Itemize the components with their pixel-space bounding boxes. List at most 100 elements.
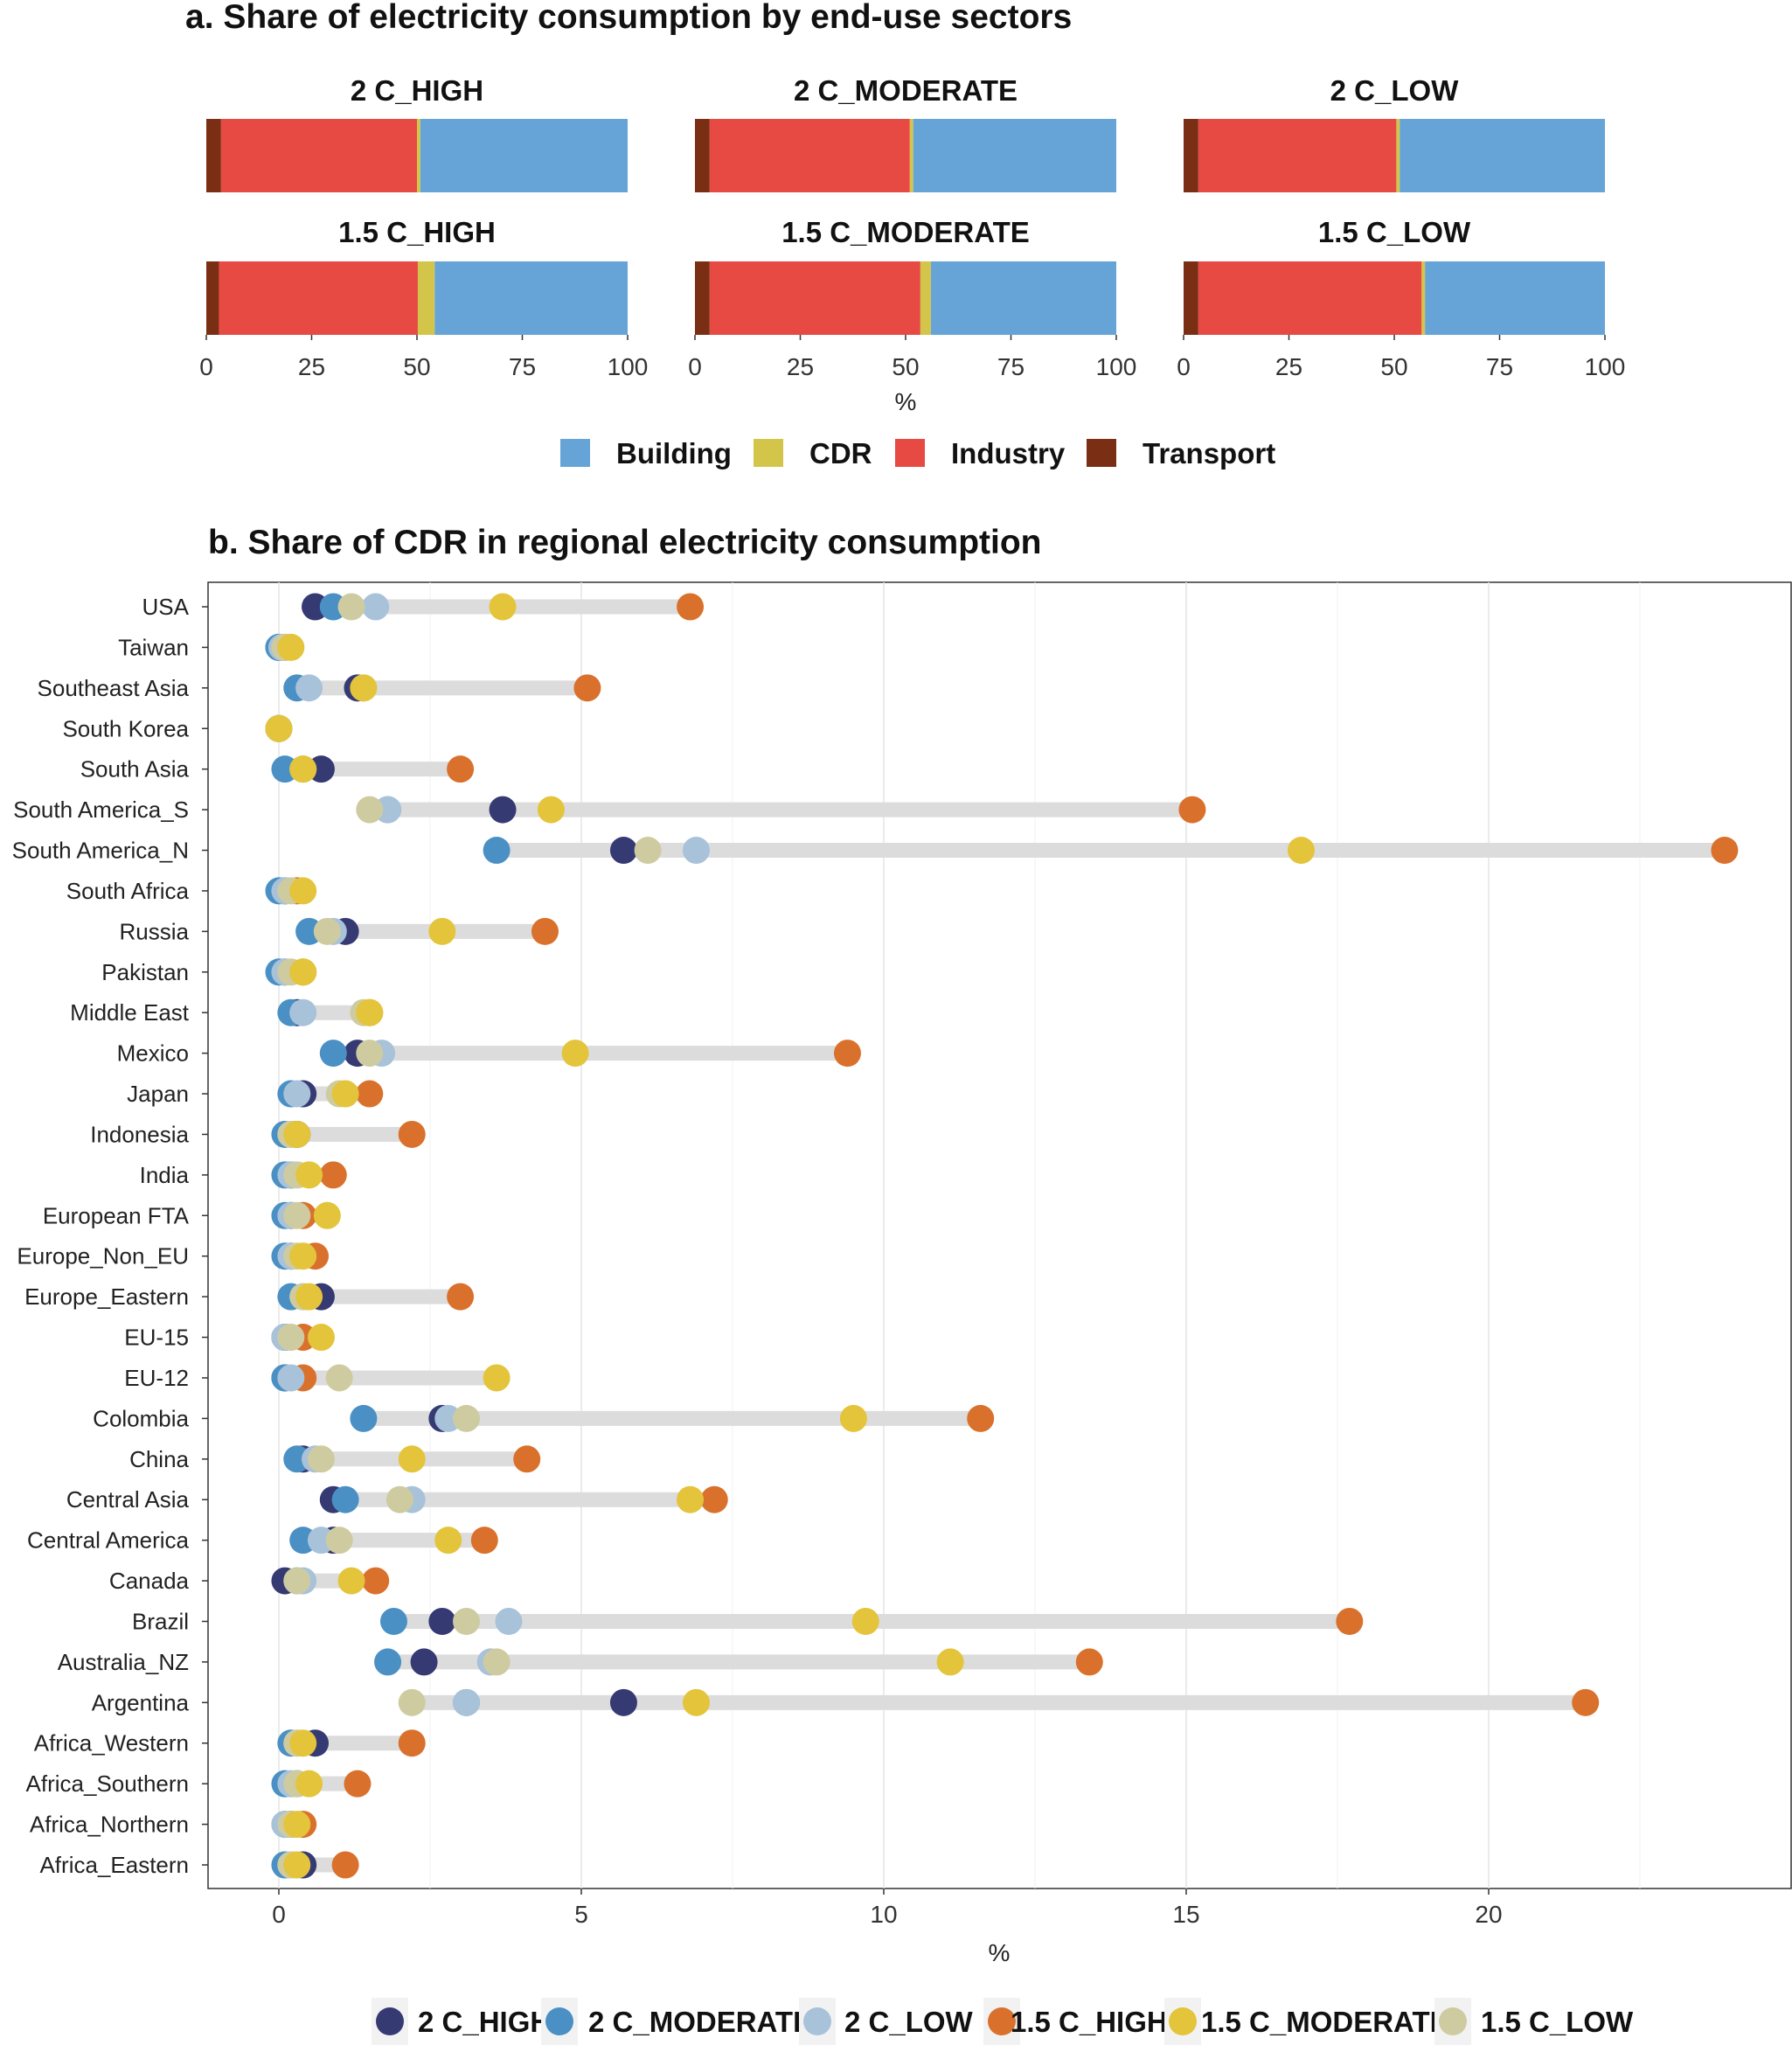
point-eu-12-1-5-c-moderate bbox=[483, 1364, 511, 1392]
x-tick-label: 75 bbox=[997, 353, 1024, 380]
y-tick-label-middle-east: Middle East bbox=[70, 999, 190, 1026]
x-tick-label: 0 bbox=[688, 353, 702, 380]
panel-b-plot-area bbox=[207, 581, 1792, 1889]
y-tick-label-taiwan: Taiwan bbox=[118, 634, 189, 660]
point-south-america-s-1-5-c-high bbox=[1178, 796, 1206, 824]
x-tick-label: 75 bbox=[509, 353, 536, 380]
x-tick-label: 0 bbox=[1177, 353, 1191, 380]
y-tick-label-africa-southern: Africa_Southern bbox=[26, 1770, 189, 1797]
region-row-mexico bbox=[319, 1040, 861, 1068]
x-tick-label: 75 bbox=[1486, 353, 1513, 380]
y-tick-label-south-america-n: South America_N bbox=[12, 838, 189, 864]
point-taiwan-1-5-c-moderate bbox=[277, 633, 305, 661]
point-central-america-1-5-c-moderate bbox=[434, 1527, 462, 1555]
bar-segment-2-c-low-transport bbox=[1184, 119, 1198, 192]
point-russia-1-5-c-moderate bbox=[428, 917, 456, 945]
point-indonesia-1-5-c-high bbox=[398, 1120, 426, 1148]
bar-segment-2-c-high-building bbox=[420, 119, 628, 192]
point-indonesia-1-5-c-moderate bbox=[283, 1120, 311, 1148]
point-india-1-5-c-high bbox=[319, 1161, 347, 1189]
bar-segment-2-c-moderate-building bbox=[913, 119, 1116, 192]
point-russia-1-5-c-low bbox=[313, 917, 341, 945]
y-tick-label-japan: Japan bbox=[127, 1081, 189, 1107]
point-africa-southern-1-5-c-high bbox=[344, 1770, 372, 1798]
region-row-eu-12 bbox=[271, 1364, 511, 1392]
y-tick-label-mexico: Mexico bbox=[117, 1040, 189, 1067]
y-tick-label-europe-non-eu: Europe_Non_EU bbox=[17, 1243, 189, 1269]
x-tick-label: 15 bbox=[1172, 1901, 1199, 1928]
point-colombia-1-5-c-moderate bbox=[839, 1404, 867, 1432]
x-tick-label: 50 bbox=[403, 353, 430, 380]
point-africa-southern-1-5-c-moderate bbox=[295, 1770, 323, 1798]
point-usa-1-5-c-moderate bbox=[489, 593, 517, 621]
legend-label-2-c-low: 2 C_LOW bbox=[844, 2006, 974, 2038]
legend-dot-2-c-high bbox=[376, 2007, 404, 2035]
point-south-america-s-1-5-c-moderate bbox=[537, 796, 565, 824]
point-africa-eastern-1-5-c-high bbox=[331, 1851, 359, 1879]
point-south-america-n-2-c-high bbox=[609, 837, 637, 865]
point-russia-1-5-c-high bbox=[531, 917, 559, 945]
region-row-africa-northern bbox=[271, 1811, 317, 1839]
panel-a-legend: Building CDR Industry Transport bbox=[560, 437, 1275, 470]
region-row-brazil bbox=[379, 1607, 1364, 1635]
panel-a: a. Share of electricity consumption by e… bbox=[185, 0, 1625, 470]
legend-dot-1-5-c-high bbox=[988, 2007, 1016, 2035]
point-middle-east-2-c-low bbox=[289, 998, 317, 1026]
region-row-central-america bbox=[289, 1527, 498, 1555]
legend-swatch-building bbox=[560, 439, 590, 467]
point-european-fta-1-5-c-low bbox=[283, 1201, 311, 1229]
point-canada-1-5-c-low bbox=[283, 1567, 311, 1595]
region-row-africa-western bbox=[277, 1729, 426, 1757]
y-tick-label-argentina: Argentina bbox=[92, 1689, 190, 1715]
bar-segment-2-c-moderate-transport bbox=[695, 119, 710, 192]
x-tick-label: 100 bbox=[1585, 353, 1626, 380]
facet-2-c-moderate: 2 C_MODERATE bbox=[695, 74, 1116, 192]
point-africa-northern-1-5-c-moderate bbox=[283, 1811, 311, 1839]
bar-segment-1-5-c-low-cdr bbox=[1421, 261, 1426, 335]
facet-title-1-5-c-low: 1.5 C_LOW bbox=[1318, 216, 1471, 248]
legend-swatch-industry bbox=[895, 439, 925, 467]
point-south-america-n-1-5-c-moderate bbox=[1287, 837, 1315, 865]
panel-b: b. Share of CDR in regional electricity … bbox=[12, 524, 1792, 2045]
point-middle-east-1-5-c-moderate bbox=[356, 998, 384, 1026]
bar-segment-2-c-moderate-cdr bbox=[909, 119, 913, 192]
point-argentina-2-c-low bbox=[453, 1688, 481, 1716]
bar-segment-2-c-low-building bbox=[1400, 119, 1605, 192]
point-south-america-n-2-c-moderate bbox=[483, 837, 511, 865]
point-usa-1-5-c-high bbox=[677, 593, 705, 621]
legend-label-transport: Transport bbox=[1143, 437, 1275, 470]
y-tick-label-indonesia: Indonesia bbox=[90, 1121, 189, 1147]
bar-segment-1-5-c-moderate-transport bbox=[695, 261, 710, 335]
bar-segment-2-c-high-industry bbox=[220, 119, 417, 192]
y-tick-label-australia-nz: Australia_NZ bbox=[58, 1649, 189, 1675]
point-japan-2-c-low bbox=[283, 1080, 311, 1108]
bar-segment-2-c-high-transport bbox=[206, 119, 221, 192]
x-tick-label: 100 bbox=[608, 353, 649, 380]
region-row-india bbox=[271, 1161, 347, 1189]
region-row-eu-15 bbox=[271, 1324, 335, 1352]
point-central-asia-1-5-c-low bbox=[385, 1485, 413, 1513]
facet-2-c-high: 2 C_HIGH bbox=[206, 74, 628, 192]
bar-segment-1-5-c-moderate-cdr bbox=[920, 261, 931, 335]
point-south-america-n-2-c-low bbox=[682, 837, 710, 865]
point-canada-1-5-c-moderate bbox=[337, 1567, 365, 1595]
point-australia-nz-2-c-high bbox=[410, 1648, 438, 1676]
bar-segment-2-c-low-cdr bbox=[1396, 119, 1400, 192]
panel-a-x-axis-label: % bbox=[895, 388, 917, 415]
point-south-america-s-1-5-c-low bbox=[356, 796, 384, 824]
point-brazil-2-c-low bbox=[495, 1607, 523, 1635]
y-tick-label-india: India bbox=[140, 1162, 190, 1188]
point-mexico-2-c-moderate bbox=[319, 1040, 347, 1068]
legend-dot-2-c-moderate bbox=[545, 2007, 573, 2035]
facet-1-5-c-low: 1.5 C_LOW 0 25 50 75 100 bbox=[1177, 216, 1625, 380]
legend-label-building: Building bbox=[616, 437, 732, 470]
point-central-asia-1-5-c-high bbox=[700, 1485, 728, 1513]
y-tick-label-pakistan: Pakistan bbox=[101, 959, 189, 985]
bar-segment-2-c-low-industry bbox=[1198, 119, 1397, 192]
x-tick-label: 25 bbox=[787, 353, 814, 380]
point-africa-western-1-5-c-high bbox=[398, 1729, 426, 1757]
x-tick-label: 50 bbox=[892, 353, 919, 380]
point-central-asia-1-5-c-moderate bbox=[677, 1485, 705, 1513]
point-south-america-s-2-c-high bbox=[489, 796, 517, 824]
bar-segment-1-5-c-moderate-building bbox=[930, 261, 1116, 335]
